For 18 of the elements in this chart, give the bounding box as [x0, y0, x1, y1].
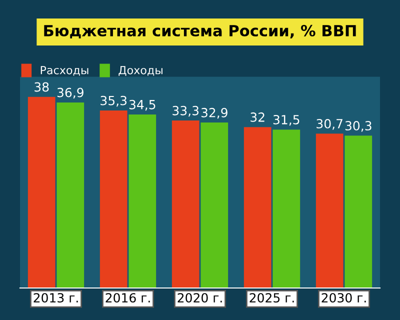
data-label: 38 — [34, 82, 49, 92]
data-label: 35,3 — [100, 96, 127, 107]
data-label: 36,9 — [57, 88, 84, 99]
x-tick-label: 2030 г. — [322, 293, 366, 303]
data-label: 30,3 — [345, 120, 372, 132]
data-label: 31,5 — [273, 114, 300, 126]
legend-label: Расходы — [40, 66, 88, 76]
x-tick-label: 2025 г. — [250, 293, 294, 303]
legend-label: Доходы — [118, 66, 162, 76]
data-label: 33,3 — [172, 106, 199, 117]
data-label: 34,5 — [129, 100, 156, 111]
x-tick-label: 2013 г. — [34, 293, 78, 303]
chart-title: Бюджетная система России, % ВВП — [44, 24, 356, 38]
x-tick-label: 2020 г. — [178, 293, 222, 303]
data-label: 32 — [250, 112, 264, 122]
data-label: 30,7 — [316, 118, 342, 130]
x-tick-label: 2016 г. — [106, 293, 150, 303]
data-label: 32,9 — [201, 108, 228, 119]
